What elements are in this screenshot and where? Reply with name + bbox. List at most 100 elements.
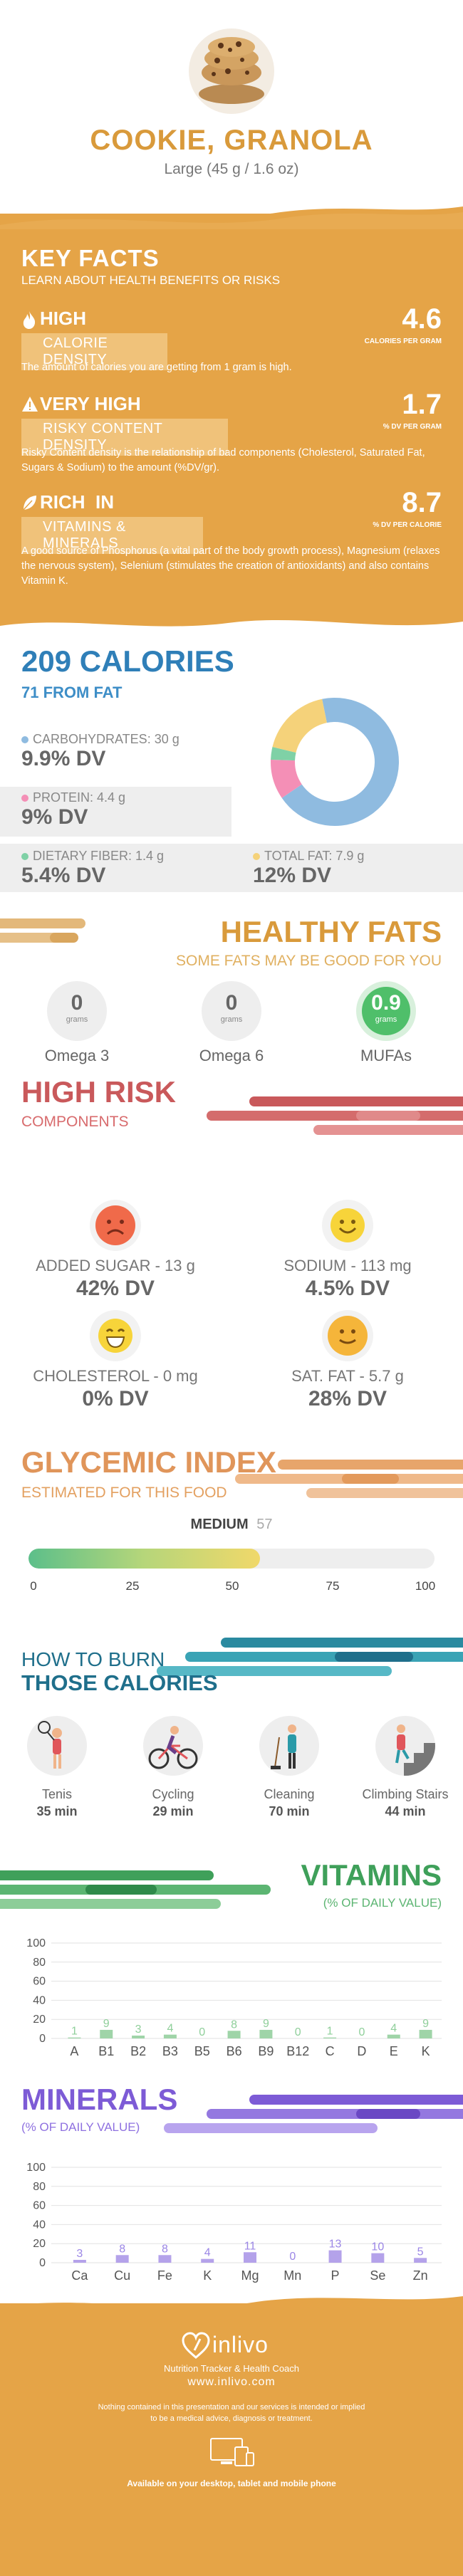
fact-description: A good source of Phosphorus (a vital par… (21, 545, 440, 587)
activity-name: Cycling (152, 1787, 194, 1801)
glycemic-tick: 25 (125, 1579, 140, 1593)
fact-unit: CALORIES PER GRAM (364, 337, 442, 345)
vitamins-subtitle: (% OF DAILY VALUE) (323, 1896, 442, 1910)
minerals-title: MINERALS (21, 2083, 178, 2116)
glycemic-level: MEDIUM (190, 1517, 249, 1532)
fat-unit: grams (66, 1015, 88, 1024)
vitamin-bar-value: 9 (422, 2018, 429, 2030)
mineral-bar (115, 2255, 129, 2263)
macro-carbohydrates: CARBOHYDRATES: 30 g 9.9% DV (21, 732, 180, 771)
fat-circle-omega6: 0 grams (202, 981, 261, 1041)
vitamin-y-tick: 60 (33, 1976, 46, 1988)
cookie-image (189, 28, 274, 114)
stripe-decoration (164, 2095, 463, 2133)
smile-face-icon (322, 1310, 373, 1361)
activity-time: 44 min (385, 1804, 426, 1818)
fact-unit: % DV PER GRAM (383, 423, 442, 431)
vitamins-title: VITAMINS (301, 1858, 442, 1892)
donut-slice-fat (272, 698, 327, 753)
macro-dv: 9% DV (21, 805, 88, 829)
vitamin-category-label: D (357, 2044, 366, 2058)
fact-value: 1.7 (402, 389, 442, 420)
mineral-category-label: Cu (114, 2268, 130, 2283)
mineral-y-tick: 80 (33, 2181, 46, 2193)
fact-unit: % DV PER CALORIE (373, 521, 442, 529)
fat-circle-omega3: 0 grams (47, 981, 107, 1041)
disclaimer-line: Nothing contained in this presentation a… (98, 2403, 365, 2412)
donut-slice-fiber (271, 747, 296, 761)
risk-label: SODIUM - 113 mg (283, 1257, 412, 1274)
vitamin-bar (100, 2029, 113, 2038)
vitamin-bar-value: 4 (390, 2023, 397, 2035)
mineral-bar (414, 2258, 427, 2263)
vitamins-bar-chart: 0 20 40 60 80 100 1 A 9 B1 3 B2 4 B3 0 B5 8 B6 9 B9 0 B12 1 C 0 D… (26, 1937, 442, 2058)
fact-calorie-density: HIGH CALORIE DENSITY The amount of calor… (21, 303, 442, 386)
vitamin-category-label: B5 (194, 2044, 210, 2058)
mineral-category-label: K (203, 2268, 212, 2283)
fat-name: Omega 6 (199, 1047, 264, 1064)
calories-from-fat: 71 FROM FAT (21, 684, 123, 701)
mineral-bar-value: 11 (244, 2240, 256, 2252)
macro-label: DIETARY FIBER: 1.4 g (33, 849, 165, 863)
glycemic-tick: 0 (30, 1579, 37, 1593)
high-risk-title: HIGH RISK (21, 1075, 177, 1109)
mineral-y-tick: 20 (33, 2238, 46, 2250)
risk-label: SAT. FAT - 5.7 g (291, 1367, 404, 1385)
mineral-category-label: Mg (241, 2268, 259, 2283)
vitamin-bar (419, 2029, 432, 2038)
protein-dot (21, 795, 28, 802)
fat-name: Omega 3 (44, 1047, 110, 1064)
wave-decoration (0, 206, 463, 229)
fat-value: 0 (71, 991, 83, 1015)
vitamin-bar-value: 0 (358, 2026, 365, 2038)
risk-dv: 0% DV (82, 1387, 149, 1410)
activity-name: Tenis (41, 1787, 73, 1801)
calories-title: 209 CALORIES (21, 644, 234, 678)
availability-note: Available on your desktop, tablet and mo… (127, 2478, 336, 2488)
tennis-player-icon (27, 1716, 87, 1776)
mineral-bar-value: 0 (289, 2251, 296, 2263)
fact-band: RISKY CONTENT DENSITY (21, 419, 228, 456)
vitamin-category-label: E (390, 2044, 398, 2058)
macro-dv: 5.4% DV (21, 864, 106, 887)
fact-description: Risky Content density is the relationshi… (21, 447, 425, 473)
vitamin-category-label: C (326, 2044, 335, 2058)
fact-tag: HIGH (40, 308, 86, 329)
activity-name: Cleaning (264, 1787, 315, 1801)
donut-slice-protein (271, 759, 302, 798)
cleaning-person-icon (259, 1716, 319, 1776)
fact-description: The amount of calories you are getting f… (21, 362, 292, 373)
mineral-category-label: Ca (71, 2268, 88, 2283)
brand-url[interactable]: www.inlivo.com (187, 2376, 276, 2388)
fat-value: 0 (225, 991, 238, 1015)
macro-stripe (0, 787, 232, 837)
vitamin-bar-value: 1 (327, 2026, 333, 2038)
glycemic-bar-track (28, 1549, 435, 1569)
fact-risky-content: VERY HIGH RISKY CONTENT DENSITY Risky Co… (21, 389, 442, 486)
warning-icon (22, 397, 38, 412)
fact-value: 4.6 (402, 303, 442, 335)
fact-vitamins-minerals: RICH IN VITAMINS & MINERALS A good sourc… (21, 487, 442, 598)
vitamin-category-label: B9 (258, 2044, 274, 2058)
macro-label: TOTAL FAT: 7.9 g (264, 849, 365, 863)
stripe-decoration (235, 1460, 463, 1498)
heart-logo-icon (182, 2332, 210, 2359)
mineral-y-tick: 40 (33, 2219, 46, 2231)
donut-slice-carbohydrates (281, 698, 399, 826)
stairs-climber-icon (375, 1716, 435, 1776)
mineral-category-label: Mn (283, 2268, 301, 2283)
carbs-dot (21, 736, 28, 744)
risk-label: ADDED SUGAR - 13 g (36, 1257, 195, 1274)
stripe-decoration (157, 1638, 463, 1676)
macro-protein: PROTEIN: 4.4 g 9% DV (21, 790, 125, 829)
fat-circle-mufas: 0.9 grams (356, 981, 416, 1041)
macro-total-fat: TOTAL FAT: 7.9 g 12% DV (253, 849, 364, 888)
header-section: COOKIE, GRANOLA Large (45 g / 1.6 oz) (0, 0, 463, 214)
key-facts-section: KEY FACTS LEARN ABOUT HEALTH BENEFITS OR… (0, 206, 463, 634)
mineral-bar (158, 2255, 172, 2263)
glycemic-title: GLYCEMIC INDEX (21, 1445, 276, 1479)
vitamin-bar (259, 2029, 273, 2038)
vitamin-bar (132, 2035, 145, 2038)
mineral-category-label: Se (370, 2268, 385, 2283)
mineral-bar-value: 8 (119, 2243, 125, 2255)
